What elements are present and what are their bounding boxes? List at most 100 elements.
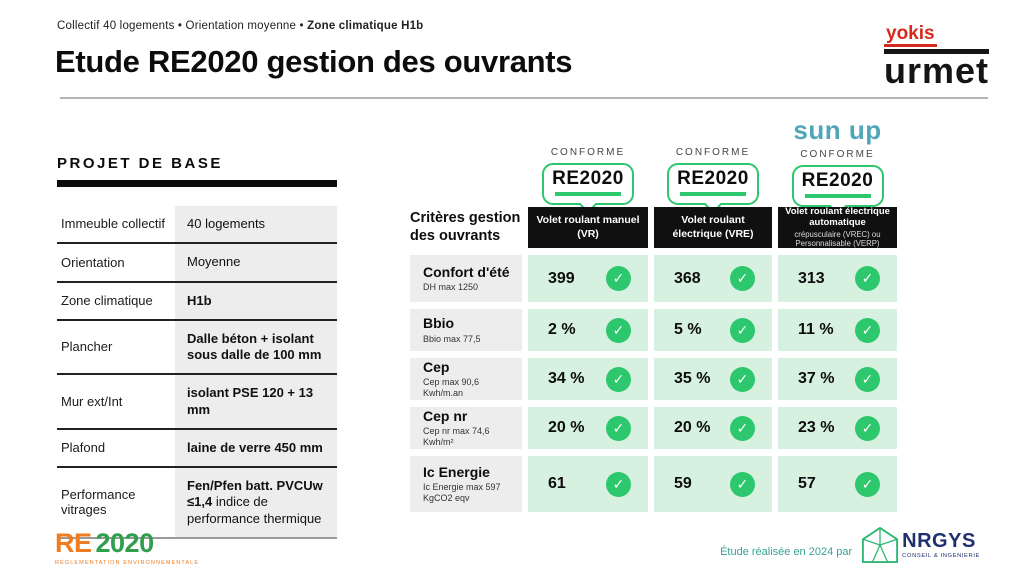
value-number: 313 xyxy=(798,269,825,287)
column-subtitle: crépusculaire (VREC) ou Personnalisable … xyxy=(794,229,881,248)
nrgys-name: NRGYS xyxy=(902,530,976,552)
project-row-label: Zone climatique xyxy=(61,292,153,308)
project-row-value: Fen/Pfen batt. PVCUw ≤1,4 indice de perf… xyxy=(175,468,337,537)
project-heading-underline xyxy=(57,180,337,187)
project-row-label: Performance vitrages xyxy=(61,486,136,518)
value-number: 34 % xyxy=(548,370,585,387)
value-cell: 35 % ✓ xyxy=(654,358,772,400)
column-title: Volet roulant électrique (VRE) xyxy=(672,213,754,240)
project-value-part: Fen/Pfen batt. PVCUw ≤1,4 xyxy=(187,478,323,510)
project-value-part: Dalle béton + isolant sous dalle de 100 … xyxy=(187,330,322,362)
value-cell: 37 % ✓ xyxy=(778,358,897,400)
value-cell: 59 ✓ xyxy=(654,456,772,512)
nrgys-text: NRGYS CONSEIL & INGENIERIE xyxy=(902,531,980,559)
criteria-name: Cep xyxy=(423,358,450,375)
project-value-part: Moyenne xyxy=(187,254,241,270)
re2020-badge-label: RE2020 xyxy=(801,170,874,191)
criteria-cell: Bbio Bbio max 77,5 xyxy=(410,309,522,351)
project-panel: PROJET DE BASE Immeuble collectif 40 log… xyxy=(57,155,337,539)
check-icon: ✓ xyxy=(606,317,631,343)
re2020-logo-text: RE 2020 xyxy=(55,530,199,557)
value-cell: 2 % ✓ xyxy=(528,309,648,351)
check-icon: ✓ xyxy=(730,266,755,291)
project-row-label: Immeuble collectif xyxy=(61,216,166,232)
project-row-value: isolant PSE 120 + 13 mm xyxy=(175,375,337,428)
criteria-limit: Ic Energie max 597 KgCO2 eqv xyxy=(423,482,501,503)
conforme-label: CONFORME xyxy=(800,149,875,160)
conforme-badge-col2: CONFORME RE2020 xyxy=(654,147,772,214)
value-number: 5 % xyxy=(674,321,702,338)
comparison-grid: Critères gestion des ouvrants Volet roul… xyxy=(410,206,897,512)
criteria-name: Ic Energie xyxy=(423,463,490,480)
conforme-badge-col3: CONFORME RE2020 xyxy=(778,149,897,216)
badge-underline xyxy=(555,191,621,196)
value-number: 2 % xyxy=(548,321,576,338)
value-number: 399 xyxy=(548,269,575,287)
project-value-part: indice de performance thermique xyxy=(187,494,322,526)
value-number: 20 % xyxy=(674,419,711,436)
value-cell: 61 ✓ xyxy=(528,456,648,512)
column-header: Volet roulant manuel (VR) xyxy=(528,207,648,248)
check-icon: ✓ xyxy=(855,471,880,497)
value-cell: 399 ✓ xyxy=(528,255,648,302)
project-row: Zone climatique H1b xyxy=(57,280,337,319)
project-row-value: H1b xyxy=(175,282,337,319)
check-icon: ✓ xyxy=(855,366,880,392)
check-icon: ✓ xyxy=(730,471,755,497)
project-value-part: isolant PSE 120 + 13 mm xyxy=(187,385,314,417)
badge-underline xyxy=(680,191,746,196)
project-heading: PROJET DE BASE xyxy=(57,155,223,172)
project-row: Plancher Dalle béton + isolant sous dall… xyxy=(57,318,337,374)
column-title: Volet roulant manuel (VR) xyxy=(536,213,640,240)
nrgys-house-icon xyxy=(862,526,899,564)
check-icon: ✓ xyxy=(855,266,880,291)
project-row: Performance vitrages Fen/Pfen batt. PVCU… xyxy=(57,466,337,539)
value-cell: 20 % ✓ xyxy=(654,407,772,449)
check-icon: ✓ xyxy=(606,366,631,392)
value-number: 11 % xyxy=(798,321,834,338)
project-row-value: laine de verre 450 mm xyxy=(175,429,337,466)
re2020-footer-logo: RE 2020 RÉGLEMENTATION ENVIRONNEMENTALE xyxy=(55,530,199,567)
project-row-label: Orientation xyxy=(61,254,125,270)
conforme-label: CONFORME xyxy=(675,147,751,158)
badge-underline xyxy=(804,193,871,198)
criteria-cell: Cep Cep max 90,6 Kwh/m.an xyxy=(410,358,522,400)
project-row-label: Mur ext/Int xyxy=(61,393,123,409)
re2020-logo-year: 2020 xyxy=(95,528,155,558)
value-cell: 57 ✓ xyxy=(778,456,897,512)
criteria-name: Cep nr xyxy=(423,407,468,424)
criteria-limit: Cep nr max 74,6 Kwh/m² xyxy=(423,426,490,447)
sunup-logo: sun up xyxy=(793,115,882,145)
breadcrumb-bold: Zone climatique H1b xyxy=(307,20,424,32)
re2020-badge: RE2020 xyxy=(791,165,884,216)
breadcrumb-regular: Collectif 40 logements • Orientation moy… xyxy=(57,20,308,32)
column-header: Volet roulant électrique (VRE) xyxy=(654,207,772,248)
project-row: Immeuble collectif 40 logements xyxy=(57,206,337,243)
criteria-limit: Bbio max 77,5 xyxy=(423,333,481,344)
breadcrumb: Collectif 40 logements • Orientation moy… xyxy=(57,20,423,32)
criteria-heading: Critères gestion des ouvrants xyxy=(410,210,521,244)
check-icon: ✓ xyxy=(730,366,755,392)
criteria-cell: Ic Energie Ic Energie max 597 KgCO2 eqv xyxy=(410,456,522,512)
conforme-label: CONFORME xyxy=(550,147,626,158)
project-row-value: Dalle béton + isolant sous dalle de 100 … xyxy=(175,320,337,374)
value-number: 35 % xyxy=(674,370,711,387)
project-row: Plafond laine de verre 450 mm xyxy=(57,427,337,466)
value-cell: 23 % ✓ xyxy=(778,407,897,449)
brand-logo: yokis urmet xyxy=(884,24,990,91)
check-icon: ✓ xyxy=(730,415,755,441)
page-title: Etude RE2020 gestion des ouvrants xyxy=(55,44,573,79)
value-cell: 11 % ✓ xyxy=(778,309,897,351)
urmet-logo: urmet xyxy=(884,49,990,91)
value-number: 368 xyxy=(674,269,701,287)
project-row-label: Plafond xyxy=(61,440,106,456)
yokis-logo: yokis xyxy=(884,24,937,47)
criteria-cell: Cep nr Cep nr max 74,6 Kwh/m² xyxy=(410,407,522,449)
project-row: Mur ext/Int isolant PSE 120 + 13 mm xyxy=(57,373,337,428)
re2020-badge: RE2020 xyxy=(667,163,759,214)
re2020-logo-re: RE xyxy=(55,528,92,558)
value-number: 20 % xyxy=(548,419,585,436)
value-number: 23 % xyxy=(798,419,835,436)
value-cell: 20 % ✓ xyxy=(528,407,648,449)
